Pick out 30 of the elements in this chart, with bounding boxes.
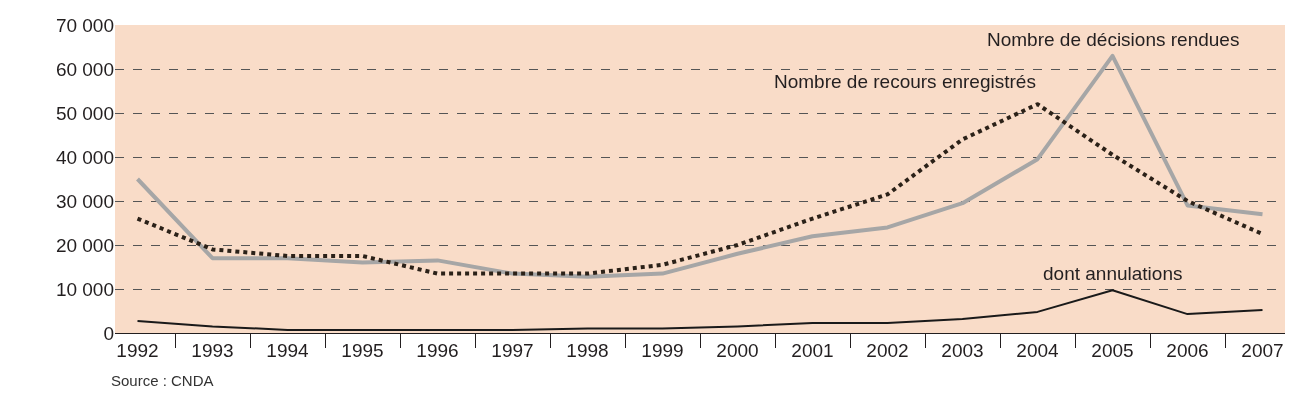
x-tick-label: 1992 bbox=[116, 339, 159, 361]
y-tick-label: 10 000 bbox=[55, 278, 114, 300]
series-label: Nombre de recours enregistrés bbox=[774, 71, 1036, 92]
y-tick-label: 60 000 bbox=[55, 58, 114, 80]
source-note: Source : CNDA bbox=[111, 372, 214, 389]
x-tick-label: 1994 bbox=[266, 339, 310, 361]
x-tick-label: 2003 bbox=[941, 339, 984, 361]
x-tick-label: 2005 bbox=[1091, 339, 1134, 361]
x-tick-label: 1996 bbox=[416, 339, 459, 361]
x-tick-label: 1993 bbox=[191, 339, 234, 361]
y-tick-label: 70 000 bbox=[55, 14, 114, 36]
y-tick-label: 0 bbox=[103, 322, 114, 344]
x-tick-label: 1997 bbox=[491, 339, 534, 361]
line-series bbox=[136, 289, 1264, 331]
line-series bbox=[135, 53, 1265, 279]
x-tick-label: 1999 bbox=[641, 339, 684, 361]
y-tick-label: 20 000 bbox=[55, 234, 114, 256]
series-label: dont annulations bbox=[1043, 263, 1183, 284]
x-tick-label: 2007 bbox=[1241, 339, 1284, 361]
x-tick-label: 2002 bbox=[866, 339, 909, 361]
series-label: Nombre de décisions rendues bbox=[987, 29, 1240, 50]
x-tick-label: 2001 bbox=[791, 339, 834, 361]
y-tick-label: 30 000 bbox=[55, 190, 114, 212]
y-tick-label: 40 000 bbox=[55, 146, 114, 168]
x-tick-label: 2000 bbox=[716, 339, 759, 361]
x-tick-label: 1998 bbox=[566, 339, 609, 361]
y-tick-label: 50 000 bbox=[55, 102, 114, 124]
x-tick-label: 2006 bbox=[1166, 339, 1209, 361]
x-tick-label: 2004 bbox=[1016, 339, 1060, 361]
x-tick-label: 1995 bbox=[341, 339, 384, 361]
